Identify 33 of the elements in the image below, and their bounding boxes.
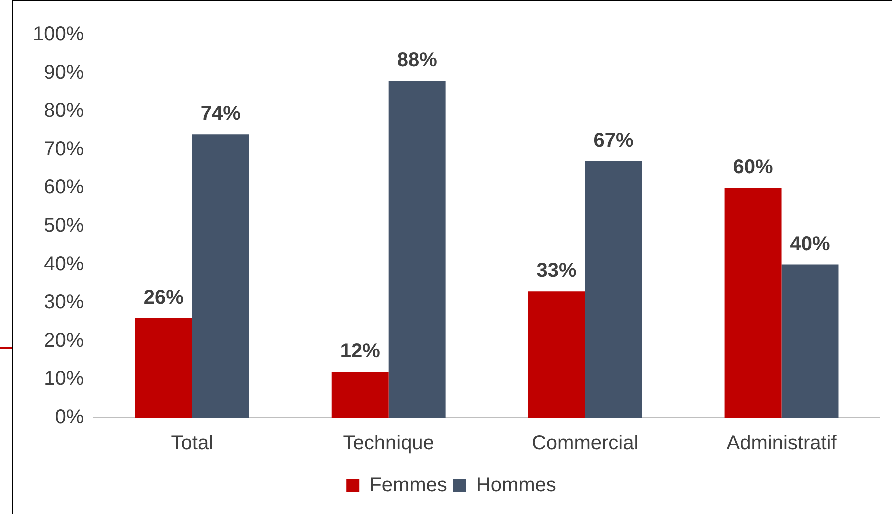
data-label: 67% — [594, 130, 634, 152]
x-tick-label: Technique — [343, 432, 434, 455]
bar — [782, 264, 839, 418]
y-tick-label: 100% — [32, 24, 84, 46]
y-tick-label: 40% — [44, 253, 84, 276]
x-tick-label: Total — [171, 432, 214, 455]
x-tick-label: Administratif — [726, 432, 838, 455]
y-tick-label: 10% — [44, 368, 84, 390]
y-tick-label: 50% — [44, 215, 84, 238]
y-tick-label: 90% — [44, 62, 84, 84]
x-tick-label: Commercial — [532, 432, 639, 455]
legend-label: Hommes — [476, 474, 556, 497]
y-tick-label: 60% — [44, 176, 84, 199]
data-label: 26% — [144, 286, 184, 309]
bar — [192, 134, 250, 418]
data-label: 88% — [397, 49, 438, 72]
bar — [332, 372, 389, 418]
data-label: 33% — [536, 260, 578, 282]
y-tick-label: 70% — [44, 138, 84, 160]
y-tick-label: 80% — [44, 100, 84, 122]
data-label: 40% — [790, 233, 830, 256]
data-label: 60% — [733, 156, 774, 179]
legend-label: Femmes — [370, 474, 448, 497]
data-label: 12% — [340, 340, 381, 363]
bar — [135, 318, 192, 418]
bar — [585, 161, 642, 418]
data-label: 74% — [200, 103, 242, 126]
y-tick-label: 30% — [44, 292, 84, 314]
bar — [724, 188, 782, 418]
y-tick-label: 20% — [44, 330, 84, 352]
y-tick-label: 0% — [55, 406, 84, 429]
bar — [388, 80, 446, 418]
bar — [528, 292, 586, 418]
